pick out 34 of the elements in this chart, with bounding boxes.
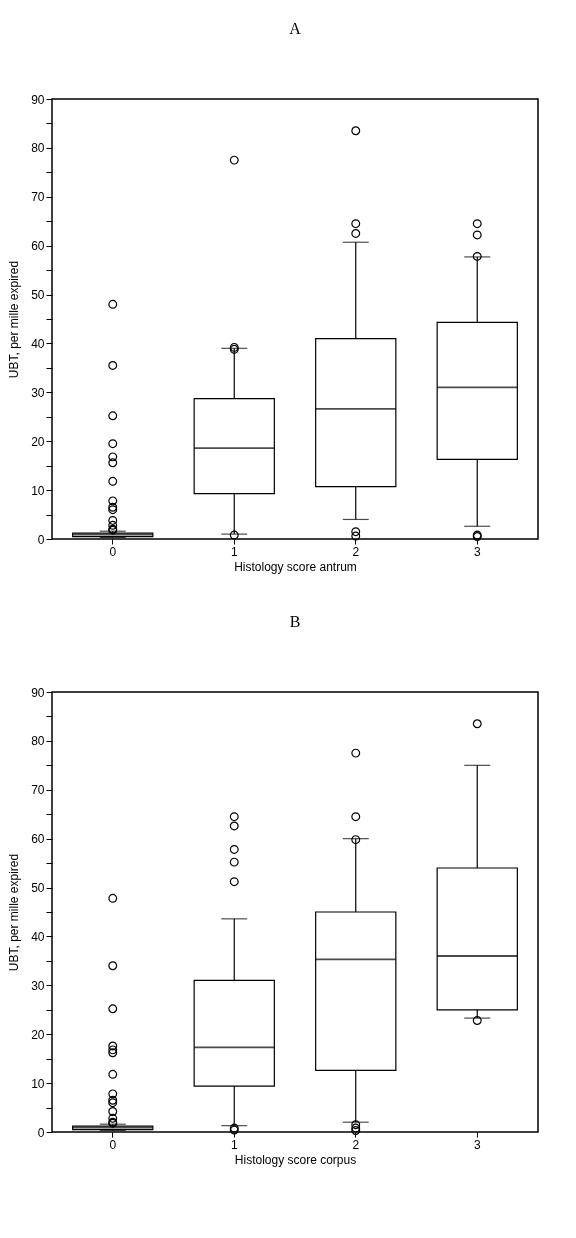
y-axis-title: UBT, per mille expired	[7, 260, 22, 379]
chart-title: A	[289, 20, 302, 37]
y-tick-label: 70	[31, 190, 45, 205]
y-tick-label: 80	[31, 141, 45, 156]
y-tick-label: 70	[31, 783, 45, 798]
y-tick-label: 0	[37, 1125, 45, 1140]
y-tick-label: 30	[31, 385, 45, 400]
y-axis-title: UBT, per mille expired	[7, 853, 22, 972]
y-tick-label: 80	[31, 734, 45, 749]
x-tick-label: 1	[230, 1137, 238, 1152]
y-tick-label: 0	[37, 532, 45, 547]
x-axis-title: Histology score antrum	[234, 559, 357, 574]
y-tick-label: 60	[31, 832, 45, 847]
x-tick-label: 0	[109, 1137, 117, 1152]
x-tick-label: 3	[473, 544, 481, 559]
y-tick-label: 50	[31, 288, 45, 303]
y-tick-label: 10	[31, 483, 45, 498]
y-tick-label: 90	[31, 685, 45, 700]
y-tick-label: 30	[31, 978, 45, 993]
x-tick-label: 3	[473, 1137, 481, 1152]
y-tick-label: 20	[31, 1027, 45, 1042]
y-tick-label: 40	[31, 336, 45, 351]
y-tick-label: 90	[31, 92, 45, 107]
y-tick-label: 40	[31, 929, 45, 944]
x-axis-title: Histology score corpus	[234, 1152, 357, 1167]
y-tick-label: 50	[31, 881, 45, 896]
y-tick-label: 60	[31, 239, 45, 254]
chart-title: B	[289, 613, 301, 630]
y-tick-label: 20	[31, 434, 45, 449]
y-tick-label: 10	[31, 1076, 45, 1091]
x-tick-label: 1	[230, 544, 238, 559]
x-tick-label: 2	[352, 544, 360, 559]
x-tick-label: 2	[352, 1137, 360, 1152]
x-tick-label: 0	[109, 544, 117, 559]
